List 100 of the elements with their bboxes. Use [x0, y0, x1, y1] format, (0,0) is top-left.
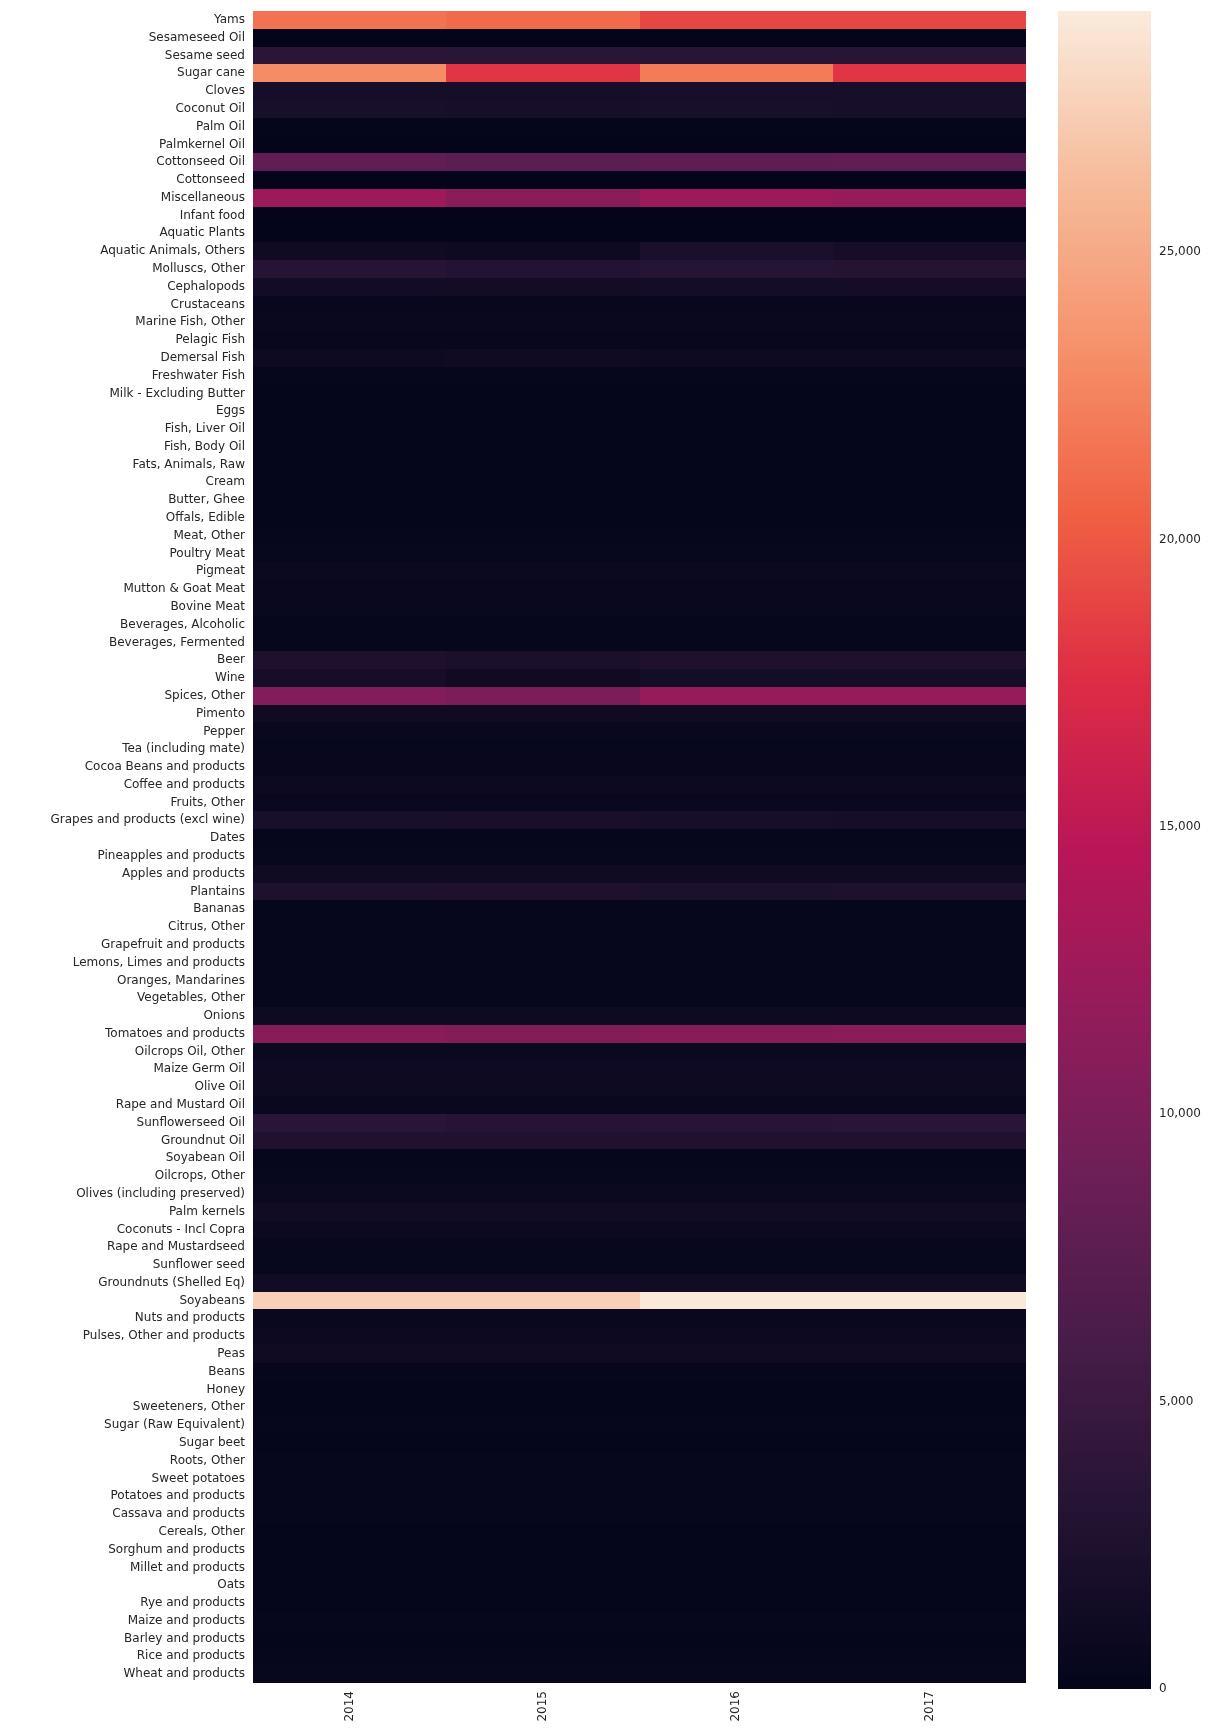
y-tick-label: Olive Oil	[194, 1079, 245, 1094]
y-tick-label: Cottonseed	[176, 172, 245, 187]
y-tick-label: Nuts and products	[134, 1310, 245, 1325]
y-tick-label: Aquatic Plants	[159, 225, 245, 240]
y-tick-label: Fish, Liver Oil	[164, 421, 245, 436]
y-tick-label: Roots, Other	[169, 1452, 246, 1467]
y-tick-label: Sugar beet	[178, 1435, 246, 1449]
x-tick-label: 2017	[921, 1691, 936, 1722]
y-tick-label: Beverages, Fermented	[108, 634, 245, 649]
y-tick-label: Molluscs, Other	[152, 261, 246, 276]
x-tick-label: 2015	[535, 1691, 549, 1722]
y-tick-label: Miscellaneous	[160, 189, 245, 204]
y-tick-label: Vegetables, Other	[136, 990, 246, 1005]
y-tick-label: Millet and products	[129, 1559, 245, 1574]
y-tick-label: Cassava and products	[112, 1506, 245, 1521]
y-tick-label: Beans	[208, 1363, 245, 1378]
y-tick-label: Plantains	[190, 883, 245, 898]
y-tick-label: Poultry Meat	[169, 545, 246, 560]
y-tick-label: Milk - Excluding Butter	[109, 385, 246, 400]
color-bar-label: 5,000	[1159, 1393, 1194, 1408]
y-tick-label: Beer	[217, 652, 246, 667]
y-tick-label: Fats, Animals, Raw	[132, 456, 246, 471]
y-tick-label: Sweet potatoes	[151, 1470, 245, 1485]
y-tick-label: Oats	[217, 1577, 245, 1592]
y-tick-label: Pimento	[195, 705, 245, 720]
y-tick-label: Tea (including mate)	[121, 741, 245, 756]
y-tick-label: Rape and Mustard Oil	[115, 1097, 245, 1112]
y-tick-label: Rape and Mustardseed	[107, 1239, 245, 1254]
y-tick-label: Rye and products	[140, 1595, 245, 1610]
y-tick-label: Wine	[215, 670, 245, 685]
y-tick-label: Dates	[210, 830, 245, 845]
y-tick-label: Coconuts - Incl Copra	[116, 1221, 245, 1236]
y-tick-label: Barley and products	[124, 1630, 245, 1645]
y-tick-label: Soyabeans	[179, 1292, 245, 1307]
y-tick-label: Wheat and products	[123, 1666, 245, 1681]
y-tick-label: Cottonseed Oil	[156, 154, 245, 169]
y-tick-label: Oilcrops, Other	[154, 1168, 246, 1183]
y-tick-label: Meat, Other	[173, 527, 246, 542]
y-tick-label: Lemons, Limes and products	[72, 954, 245, 969]
y-tick-label: Cereals, Other	[158, 1523, 246, 1538]
color-bar-label: 15,000	[1159, 819, 1201, 834]
y-tick-label: Maize and products	[127, 1612, 245, 1627]
y-tick-label: Freshwater Fish	[151, 367, 245, 382]
y-tick-label: Olives (including preserved)	[76, 1185, 245, 1200]
y-tick-label: Pulses, Other and products	[82, 1328, 245, 1343]
color-bar-label: 10,000	[1159, 1106, 1201, 1121]
y-tick-label: Grapefruit and products	[101, 936, 245, 951]
y-tick-label: Pigmeat	[195, 563, 246, 578]
y-tick-label: Butter, Ghee	[168, 492, 245, 507]
y-tick-label: Palmkernel Oil	[159, 136, 245, 151]
y-tick-label: Beverages, Alcoholic	[120, 616, 245, 631]
y-tick-label: Maize Germ Oil	[153, 1061, 245, 1076]
y-tick-label: Cephalopods	[167, 278, 245, 293]
y-tick-label: Sweeteners, Other	[132, 1399, 246, 1414]
y-tick-label: Tomatoes and products	[104, 1025, 245, 1040]
y-tick-label: Sugar cane	[177, 65, 245, 80]
x-tick-label: 2016	[728, 1691, 743, 1722]
y-tick-label: Pelagic Fish	[175, 332, 245, 347]
y-tick-label: Demersal Fish	[160, 349, 245, 364]
y-tick-label: Palm kernels	[168, 1203, 245, 1218]
y-tick-label: Cream	[205, 474, 245, 489]
y-tick-label: Bananas	[193, 901, 245, 916]
y-tick-label: Honey	[206, 1381, 245, 1396]
y-tick-label: Onions	[203, 1008, 245, 1023]
color-bar-label: 0	[1159, 1681, 1167, 1696]
y-tick-label: Coffee and products	[123, 776, 245, 791]
y-tick-label: Groundnuts (Shelled Eq)	[98, 1274, 245, 1289]
y-tick-label: Offals, Edible	[165, 510, 245, 525]
y-tick-label: Cocoa Beans and products	[84, 759, 245, 774]
y-tick-label: Spices, Other	[164, 687, 246, 702]
color-bar-label: 20,000	[1159, 531, 1201, 546]
y-tick-label: Fish, Body Oil	[163, 438, 245, 453]
y-tick-label: Soyabean Oil	[165, 1150, 245, 1165]
y-tick-label: Sunflowerseed Oil	[136, 1114, 245, 1129]
y-tick-label: Potatoes and products	[110, 1488, 245, 1503]
y-tick-label: Apples and products	[121, 865, 245, 880]
y-tick-label: Coconut Oil	[175, 100, 245, 115]
color-bar-label: 25,000	[1159, 244, 1201, 259]
x-tick-label: 2014	[341, 1691, 356, 1722]
y-tick-label: Eggs	[215, 403, 245, 418]
y-tick-label: Aquatic Animals, Others	[100, 243, 245, 258]
y-tick-label: Cloves	[205, 83, 245, 98]
y-tick-label: Rice and products	[136, 1648, 245, 1663]
y-tick-label: Citrus, Other	[168, 919, 246, 934]
y-tick-label: Oranges, Mandarines	[116, 972, 245, 987]
y-tick-label: Sorghum and products	[108, 1541, 245, 1556]
y-tick-label: Sesame seed	[164, 47, 245, 62]
y-tick-label: Mutton & Goat Meat	[123, 581, 246, 596]
y-tick-label: Infant food	[179, 207, 245, 222]
y-tick-label: Grapes and products (excl wine)	[50, 812, 245, 827]
y-tick-label: Palm Oil	[195, 118, 245, 133]
y-tick-label: Bovine Meat	[170, 599, 246, 613]
y-tick-label: Pepper	[203, 723, 246, 738]
y-tick-label: Peas	[217, 1346, 245, 1361]
y-tick-label: Sunflower seed	[152, 1257, 245, 1272]
y-tick-label: Yams	[213, 12, 245, 27]
y-tick-label: Fruits, Other	[170, 794, 246, 809]
y-tick-label: Pineapples and products	[97, 848, 245, 863]
y-tick-label: Oilcrops Oil, Other	[134, 1043, 246, 1058]
y-tick-label: Crustaceans	[170, 296, 245, 311]
